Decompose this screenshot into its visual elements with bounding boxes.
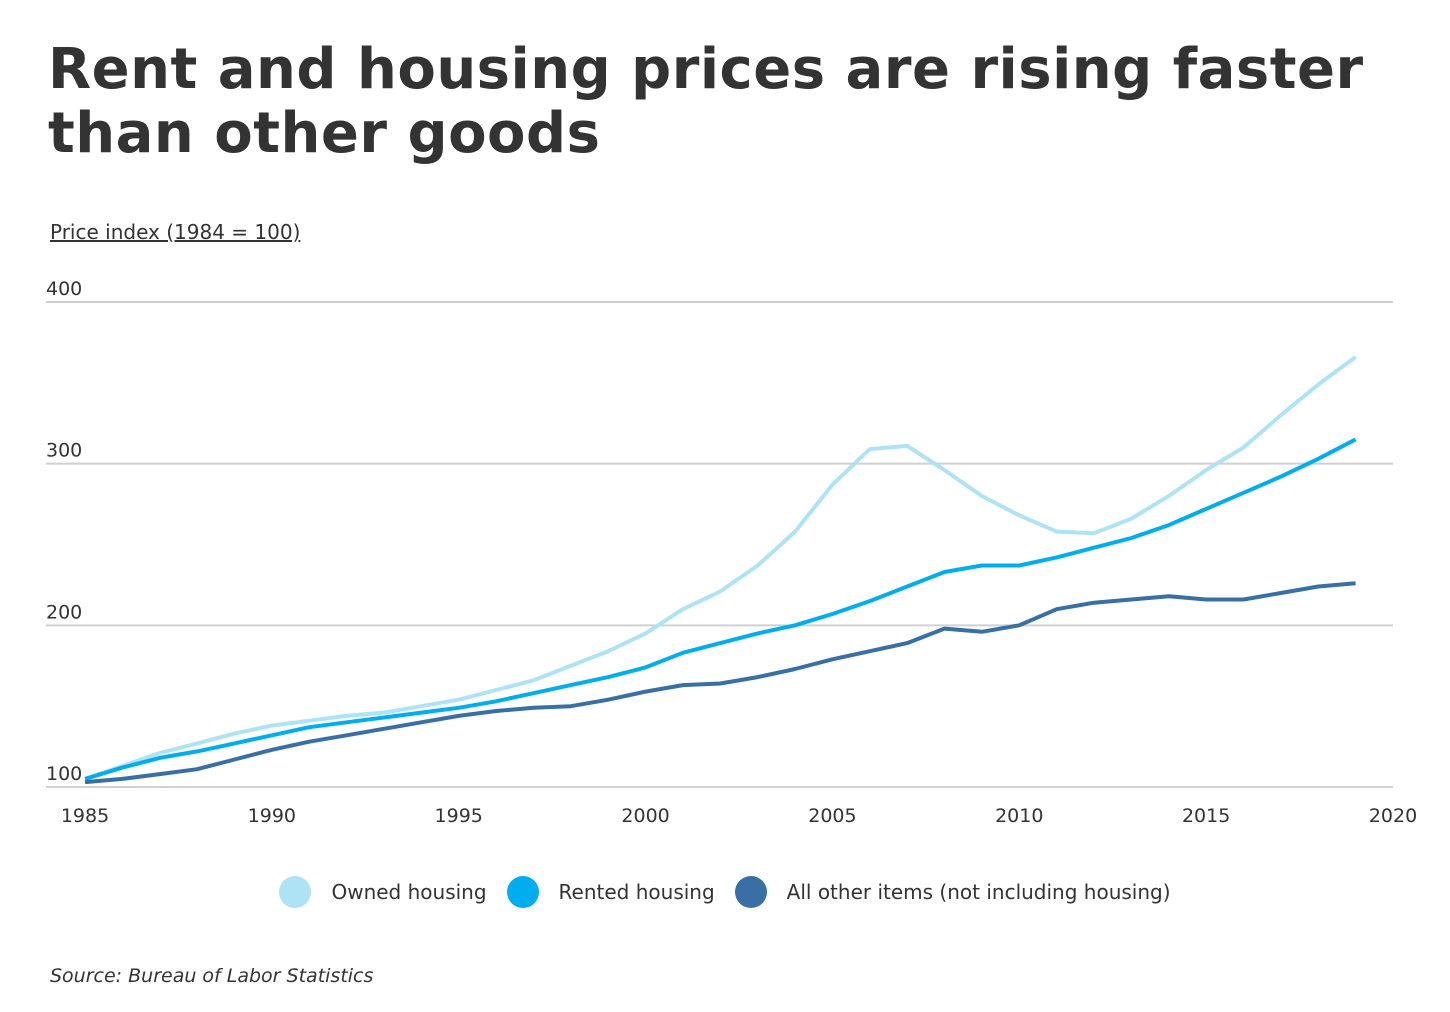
- y-axis-label: Price index (1984 = 100): [50, 220, 301, 244]
- legend-swatch: [279, 876, 312, 908]
- x-tick-label: 1985: [61, 805, 109, 827]
- series-lines: [84, 355, 1357, 785]
- series-line-0: [84, 355, 1357, 781]
- y-tick-label: 400: [46, 278, 82, 300]
- y-tick-label: 300: [46, 440, 82, 462]
- line-chart: 100 200 300 400 1985 1990 1995 2000 2005 2010 201…: [46, 278, 1417, 827]
- source-note: Source: Bureau of Labor Statistics: [50, 965, 374, 987]
- x-tick-label: 1990: [248, 805, 296, 827]
- chart-title: Rent and housing prices are rising faste…: [48, 37, 1364, 166]
- legend-label: All other items (not including housing): [786, 880, 1171, 904]
- legend-item: All other items (not including housing): [734, 876, 1171, 908]
- y-tick-labels: 100 200 300 400: [46, 278, 82, 785]
- series-line-2: [84, 581, 1356, 785]
- x-tick-labels: 1985 1990 1995 2000 2005 2010 2015 2020: [61, 805, 1417, 827]
- x-tick-label: 2005: [808, 805, 856, 827]
- legend-item: Owned housing: [279, 876, 487, 908]
- x-tick-label: 2010: [995, 805, 1043, 827]
- legend-label: Rented housing: [558, 880, 715, 904]
- y-tick-label: 200: [46, 601, 82, 623]
- legend-label: Owned housing: [331, 880, 487, 904]
- x-tick-label: 2000: [621, 805, 669, 827]
- legend-swatch: [734, 876, 767, 908]
- grid-lines: [46, 301, 1393, 788]
- legend-item: Rented housing: [506, 876, 715, 908]
- y-tick-label: 100: [46, 763, 82, 785]
- legend-swatch: [506, 876, 539, 908]
- series-line-1: [84, 437, 1357, 781]
- x-tick-label: 2015: [1182, 805, 1230, 827]
- x-tick-label: 1995: [435, 805, 483, 827]
- legend: Owned housing Rented housing All other ite…: [0, 876, 1450, 908]
- x-tick-label: 2020: [1369, 805, 1417, 827]
